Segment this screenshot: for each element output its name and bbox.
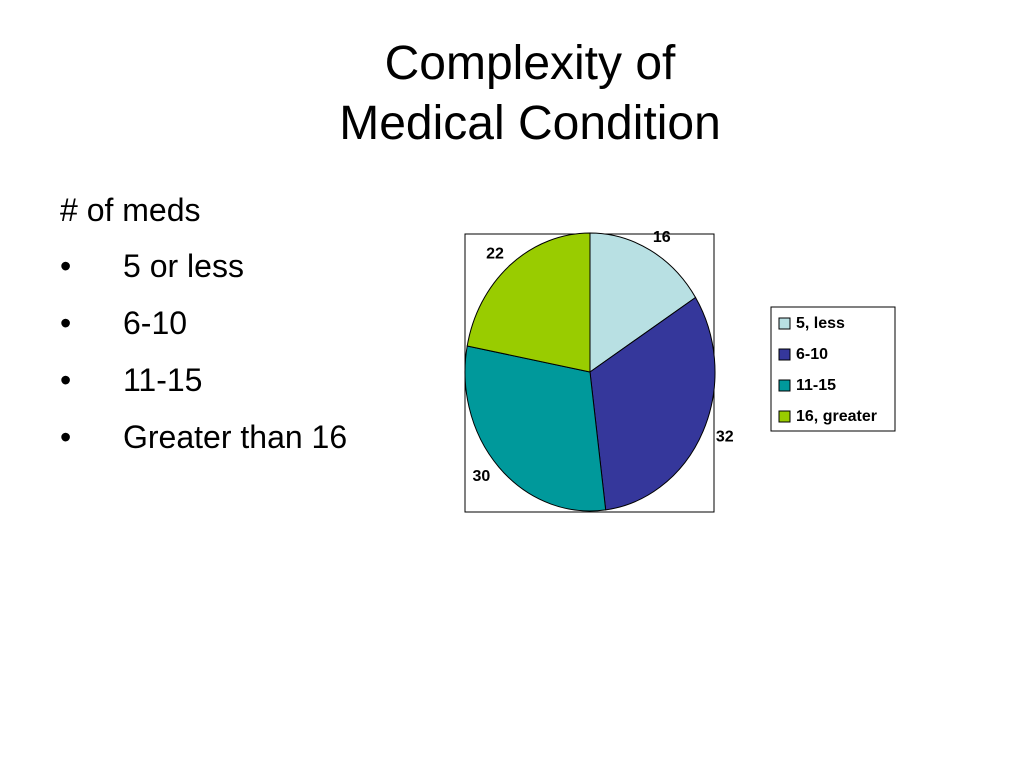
pie-slice bbox=[464, 345, 607, 512]
chart-legend: 5, less 6-10 11-15 16, greater bbox=[770, 306, 896, 432]
legend-label: 11-15 bbox=[796, 377, 836, 394]
pie-slice bbox=[589, 296, 716, 511]
bullet-text: Greater than 16 bbox=[123, 419, 348, 455]
legend-swatch bbox=[778, 348, 791, 361]
legend-label: 16, greater bbox=[796, 408, 877, 425]
bullet-item: • 5 or less bbox=[60, 242, 347, 299]
legend-swatch bbox=[778, 410, 791, 423]
bullet-text: 6-10 bbox=[123, 305, 188, 341]
slide-body: # of meds • 5 or less • 6-10 • 11-15 • G… bbox=[60, 186, 347, 470]
pie-slice bbox=[466, 232, 591, 373]
slide-title-line-2: Medical Condition bbox=[339, 97, 721, 150]
bullet-icon: • bbox=[60, 248, 72, 284]
legend-box bbox=[770, 306, 896, 432]
pie-slices bbox=[464, 232, 716, 512]
pie-chart: 16 32 30 22 5, less 6-10 11-15 16, greater bbox=[464, 229, 896, 513]
bullet-text: 11-15 bbox=[123, 362, 203, 398]
pie-data-labels: 16 32 30 22 bbox=[473, 229, 734, 485]
slide-title: Complexity of Medical Condition bbox=[0, 34, 1024, 154]
bullet-text: 5 or less bbox=[123, 248, 244, 284]
bullet-icon: • bbox=[60, 305, 72, 341]
pie-data-label: 22 bbox=[486, 245, 504, 262]
legend-label: 5, less bbox=[796, 315, 845, 332]
pie-slice bbox=[589, 232, 697, 373]
bullet-icon: • bbox=[60, 362, 72, 398]
body-heading: # of meds bbox=[60, 192, 201, 228]
bullet-item: • Greater than 16 bbox=[60, 413, 347, 470]
legend-label: 6-10 bbox=[796, 346, 828, 363]
bullet-item: • 6-10 bbox=[60, 299, 347, 356]
pie-data-label: 30 bbox=[473, 468, 491, 485]
pie-data-label: 16 bbox=[653, 229, 671, 246]
slide-title-line-1: Complexity of bbox=[384, 37, 676, 90]
bullet-item: • 11-15 bbox=[60, 356, 347, 413]
legend-swatch bbox=[778, 317, 791, 330]
legend-swatch bbox=[778, 379, 791, 392]
pie-data-label: 32 bbox=[716, 428, 734, 445]
bullet-icon: • bbox=[60, 419, 72, 455]
bullet-list: • 5 or less • 6-10 • 11-15 • Greater tha… bbox=[60, 242, 347, 470]
